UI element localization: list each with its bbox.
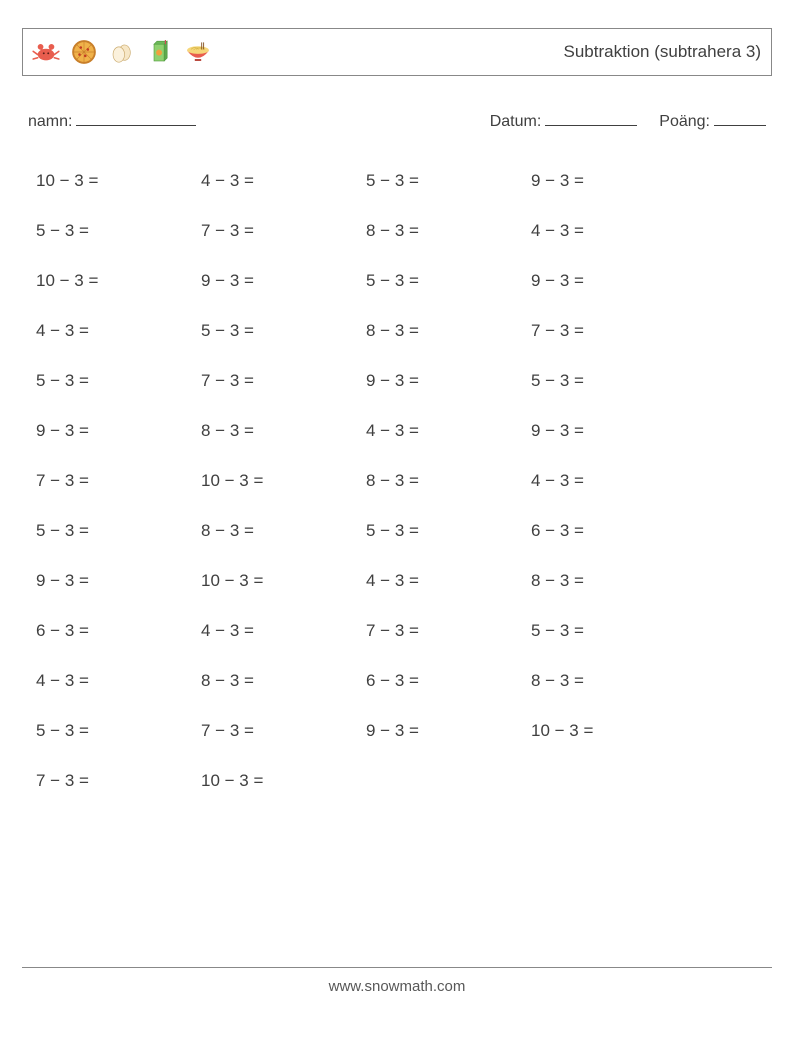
problem-cell: 4 − 3 =	[36, 321, 201, 341]
header-icons	[29, 35, 215, 69]
problem-cell: 10 − 3 =	[201, 571, 366, 591]
problem-cell: 5 − 3 =	[531, 621, 696, 641]
problem-cell: 8 − 3 =	[531, 571, 696, 591]
problem-cell: 4 − 3 =	[531, 471, 696, 491]
problem-cell: 7 − 3 =	[201, 221, 366, 241]
problem-row: 5 − 3 =8 − 3 =5 − 3 =6 − 3 =	[36, 521, 772, 571]
problem-cell: 5 − 3 =	[36, 721, 201, 741]
problem-cell: 10 − 3 =	[201, 771, 366, 791]
problem-row: 5 − 3 =7 − 3 =9 − 3 =10 − 3 =	[36, 721, 772, 771]
worksheet-header: Subtraktion (subtrahera 3)	[22, 28, 772, 76]
problem-cell: 6 − 3 =	[366, 671, 531, 691]
date-field: Datum:	[490, 110, 638, 131]
problem-cell: 8 − 3 =	[201, 521, 366, 541]
problem-cell: 7 − 3 =	[201, 721, 366, 741]
problem-cell: 5 − 3 =	[366, 521, 531, 541]
problem-cell: 9 − 3 =	[36, 421, 201, 441]
problem-cell: 6 − 3 =	[36, 621, 201, 641]
problem-cell: 5 − 3 =	[36, 221, 201, 241]
pizza-icon	[67, 35, 101, 69]
problem-cell: 10 − 3 =	[201, 471, 366, 491]
problem-row: 4 − 3 =5 − 3 =8 − 3 =7 − 3 =	[36, 321, 772, 371]
problem-cell: 7 − 3 =	[201, 371, 366, 391]
problem-row: 5 − 3 =7 − 3 =9 − 3 =5 − 3 =	[36, 371, 772, 421]
problem-row: 7 − 3 =10 − 3 =8 − 3 =4 − 3 =	[36, 471, 772, 521]
problem-cell: 9 − 3 =	[366, 721, 531, 741]
juice-box-icon	[143, 35, 177, 69]
problem-cell: 5 − 3 =	[36, 371, 201, 391]
meta-row: namn: Datum: Poäng:	[22, 110, 772, 131]
name-label: namn:	[28, 113, 72, 131]
problem-cell: 7 − 3 =	[366, 621, 531, 641]
problem-cell: 9 − 3 =	[531, 421, 696, 441]
problem-cell: 5 − 3 =	[531, 371, 696, 391]
problem-cell: 5 − 3 =	[366, 171, 531, 191]
problem-cell: 7 − 3 =	[36, 771, 201, 791]
problem-row: 5 − 3 =7 − 3 =8 − 3 =4 − 3 =	[36, 221, 772, 271]
problem-cell: 4 − 3 =	[201, 621, 366, 641]
worksheet-title: Subtraktion (subtrahera 3)	[564, 42, 762, 62]
date-blank[interactable]	[545, 110, 637, 126]
score-label: Poäng:	[659, 113, 710, 131]
problem-cell: 9 − 3 =	[531, 171, 696, 191]
problem-cell: 9 − 3 =	[531, 271, 696, 291]
page-footer: www.snowmath.com	[22, 967, 772, 995]
problem-cell: 5 − 3 =	[201, 321, 366, 341]
eggs-icon	[105, 35, 139, 69]
score-field: Poäng:	[659, 110, 766, 131]
problem-row: 9 − 3 =10 − 3 =4 − 3 =8 − 3 =	[36, 571, 772, 621]
problem-cell: 4 − 3 =	[366, 421, 531, 441]
problem-cell: 4 − 3 =	[531, 221, 696, 241]
problem-cell: 9 − 3 =	[36, 571, 201, 591]
problem-row: 9 − 3 =8 − 3 =4 − 3 =9 − 3 =	[36, 421, 772, 471]
problem-row: 10 − 3 =9 − 3 =5 − 3 =9 − 3 =	[36, 271, 772, 321]
spaghetti-bowl-icon	[181, 35, 215, 69]
problem-cell: 9 − 3 =	[201, 271, 366, 291]
problem-cell: 4 − 3 =	[201, 171, 366, 191]
problem-cell: 5 − 3 =	[36, 521, 201, 541]
problem-cell: 6 − 3 =	[531, 521, 696, 541]
problem-cell: 10 − 3 =	[36, 171, 201, 191]
problem-cell: 9 − 3 =	[366, 371, 531, 391]
score-blank[interactable]	[714, 110, 766, 126]
name-field: namn:	[28, 110, 196, 131]
problem-row: 7 − 3 =10 − 3 =	[36, 771, 772, 821]
problem-cell: 7 − 3 =	[531, 321, 696, 341]
problem-cell: 7 − 3 =	[36, 471, 201, 491]
problem-cell: 4 − 3 =	[36, 671, 201, 691]
problem-cell: 8 − 3 =	[366, 471, 531, 491]
problem-cell: 8 − 3 =	[366, 221, 531, 241]
crab-icon	[29, 35, 63, 69]
name-blank[interactable]	[76, 110, 196, 126]
problem-row: 10 − 3 =4 − 3 =5 − 3 =9 − 3 =	[36, 171, 772, 221]
problem-cell: 8 − 3 =	[531, 671, 696, 691]
problem-row: 6 − 3 =4 − 3 =7 − 3 =5 − 3 =	[36, 621, 772, 671]
footer-url: www.snowmath.com	[329, 978, 466, 995]
problem-cell: 5 − 3 =	[366, 271, 531, 291]
problem-cell: 10 − 3 =	[531, 721, 696, 741]
problem-cell: 8 − 3 =	[201, 671, 366, 691]
problems-grid: 10 − 3 =4 − 3 =5 − 3 =9 − 3 =5 − 3 =7 − …	[22, 171, 772, 821]
problem-cell: 8 − 3 =	[201, 421, 366, 441]
date-label: Datum:	[490, 113, 542, 131]
problem-cell: 10 − 3 =	[36, 271, 201, 291]
problem-cell: 4 − 3 =	[366, 571, 531, 591]
problem-cell: 8 − 3 =	[366, 321, 531, 341]
problem-row: 4 − 3 =8 − 3 =6 − 3 =8 − 3 =	[36, 671, 772, 721]
